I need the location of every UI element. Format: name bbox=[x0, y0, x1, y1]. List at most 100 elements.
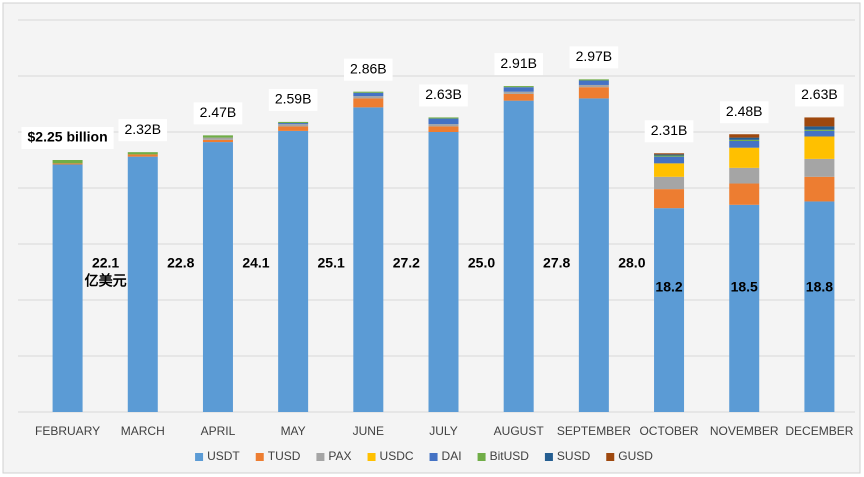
bar-segment bbox=[428, 118, 459, 125]
bar-segment bbox=[127, 154, 158, 157]
value-label: 22.8 bbox=[167, 255, 194, 271]
bar-segment bbox=[202, 142, 233, 412]
value-label: 27.8 bbox=[543, 255, 570, 271]
legend-swatch bbox=[606, 453, 615, 461]
legend-label: DAI bbox=[442, 449, 462, 463]
total-label: 2.47B bbox=[200, 104, 237, 120]
x-tick-label: JUNE bbox=[353, 424, 384, 438]
total-label-box bbox=[344, 58, 393, 81]
value-label: 18.5 bbox=[731, 279, 758, 295]
x-tick-label: AUGUST bbox=[494, 424, 545, 438]
legend-label: USDT bbox=[207, 449, 240, 463]
x-tick-label: JULY bbox=[429, 424, 457, 438]
total-label-box bbox=[21, 127, 114, 149]
bar-segment bbox=[353, 96, 384, 99]
bar-segment bbox=[52, 164, 83, 412]
bar-segment bbox=[578, 80, 609, 85]
total-label: 2.86B bbox=[350, 60, 387, 76]
bar-segment bbox=[804, 129, 835, 131]
bar-segment bbox=[804, 136, 835, 159]
bar-segment bbox=[804, 158, 835, 177]
x-tick-label: NOVEMBER bbox=[710, 424, 779, 438]
value-label: 25.0 bbox=[468, 255, 495, 271]
total-label: 2.59B bbox=[275, 91, 312, 107]
bar-segment bbox=[804, 117, 835, 127]
bar-segment bbox=[729, 137, 760, 140]
bar-segment bbox=[503, 100, 534, 412]
bar-segment bbox=[503, 87, 534, 92]
bar-segment bbox=[654, 163, 685, 177]
total-label: 2.31B bbox=[651, 122, 688, 138]
unit-label: 亿美元 bbox=[85, 273, 127, 289]
bar-segment bbox=[127, 152, 158, 155]
bar-segment bbox=[654, 153, 685, 155]
bar-segment bbox=[729, 134, 760, 138]
total-label: 2.97B bbox=[576, 48, 613, 64]
legend-label: BitUSD bbox=[490, 449, 530, 463]
x-tick-label: DECEMBER bbox=[785, 424, 853, 438]
bar-segment bbox=[202, 135, 233, 138]
value-label: 27.2 bbox=[393, 255, 420, 271]
bar-segment bbox=[804, 201, 835, 412]
total-label-box bbox=[419, 84, 468, 107]
bar-segment bbox=[52, 160, 83, 164]
bar-segment bbox=[804, 126, 835, 130]
total-label-box bbox=[795, 84, 844, 107]
bar-segment bbox=[578, 84, 609, 88]
bar-segment bbox=[52, 163, 83, 165]
bar-segment bbox=[353, 92, 384, 97]
total-label-box bbox=[193, 102, 243, 125]
bar-segment bbox=[578, 79, 609, 81]
total-label: $2.25 billion bbox=[28, 129, 108, 145]
total-label-box bbox=[268, 88, 318, 111]
legend-swatch bbox=[255, 453, 264, 461]
x-tick-label: MAY bbox=[281, 424, 306, 438]
bar-segment bbox=[729, 183, 760, 205]
x-tick-label: OCTOBER bbox=[639, 424, 698, 438]
x-tick-label: MARCH bbox=[121, 424, 165, 438]
bar-segment bbox=[353, 91, 384, 93]
value-label: 18.8 bbox=[806, 279, 833, 295]
bar-segment bbox=[353, 98, 384, 108]
x-tick-label: SEPTEMBER bbox=[557, 424, 631, 438]
bar-segment bbox=[654, 176, 685, 190]
total-label-box bbox=[719, 101, 769, 124]
bar-segment bbox=[804, 176, 835, 202]
bar-segment bbox=[654, 156, 685, 164]
total-label-box bbox=[644, 120, 694, 143]
bar-segment bbox=[278, 121, 309, 124]
bar-segment bbox=[654, 208, 685, 412]
bar-segment bbox=[804, 130, 835, 137]
bar-segment bbox=[278, 123, 309, 125]
value-label: 28.0 bbox=[618, 255, 645, 271]
bar-segment bbox=[127, 156, 158, 412]
legend-label: GUSD bbox=[618, 449, 653, 463]
x-tick-label: FEBRUARY bbox=[35, 424, 100, 438]
bar-segment bbox=[654, 155, 685, 157]
legend-label: PAX bbox=[328, 449, 351, 463]
bar-segment bbox=[654, 189, 685, 209]
bar-segment bbox=[578, 98, 609, 413]
legend-swatch bbox=[544, 453, 553, 461]
bar-segment bbox=[353, 107, 384, 413]
legend-swatch bbox=[367, 453, 376, 461]
bar-segment bbox=[428, 132, 459, 412]
bar-segment bbox=[729, 204, 760, 412]
legend-swatch bbox=[316, 453, 325, 461]
bar-segment bbox=[729, 147, 760, 168]
total-label-box bbox=[118, 119, 168, 142]
legend-label: USDC bbox=[380, 449, 414, 463]
value-label: 22.1 bbox=[92, 255, 119, 271]
x-tick-label: APRIL bbox=[201, 424, 236, 438]
total-label: 2.63B bbox=[801, 86, 838, 102]
bar-segment bbox=[278, 130, 309, 412]
legend-label: TUSD bbox=[268, 449, 301, 463]
total-label: 2.48B bbox=[726, 103, 763, 119]
bar-segment bbox=[428, 124, 459, 127]
total-label: 2.32B bbox=[124, 121, 161, 137]
total-label: 2.91B bbox=[500, 55, 537, 71]
bar-segment bbox=[578, 87, 609, 99]
bar-segment bbox=[729, 140, 760, 148]
total-label-box bbox=[494, 53, 543, 76]
